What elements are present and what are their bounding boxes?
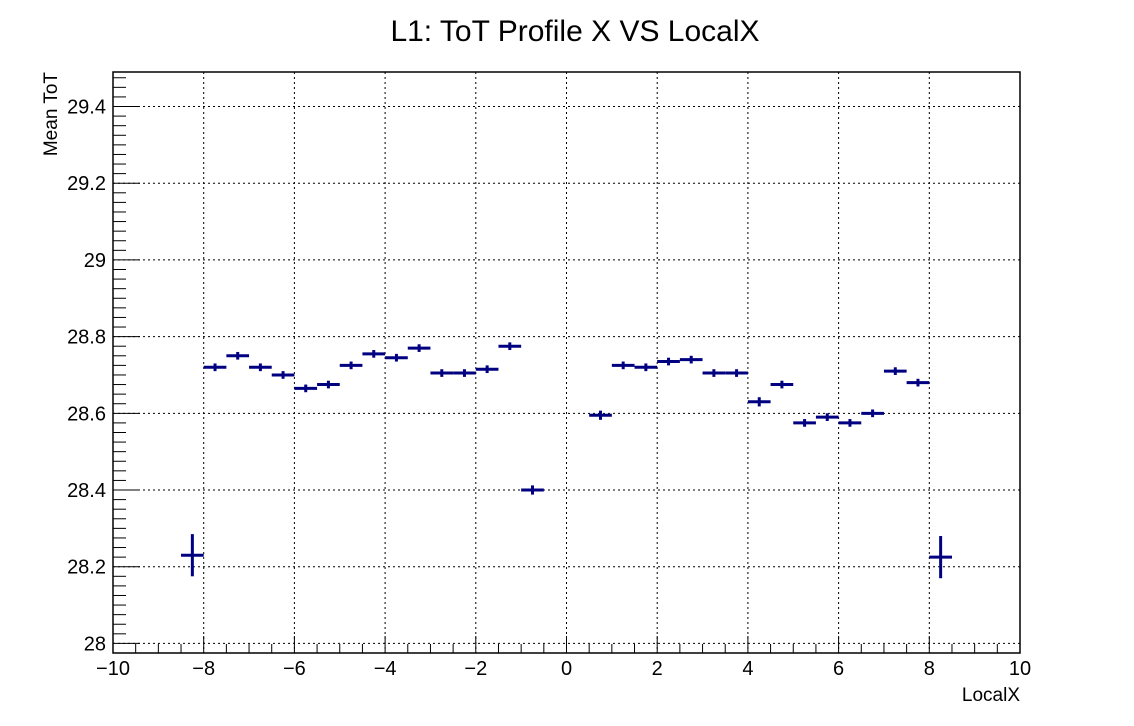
y-tick-label: 28.2 <box>67 557 106 579</box>
profile-point <box>317 380 340 389</box>
x-tick-label: −2 <box>464 658 487 680</box>
y-tick-label: 28.6 <box>67 403 106 425</box>
profile-point <box>203 363 227 372</box>
y-tick-label: 28 <box>84 633 106 655</box>
y-tick-label: 29.2 <box>67 173 106 195</box>
profile-point <box>793 419 816 427</box>
axis-ticks <box>112 77 1021 654</box>
profile-point <box>906 378 930 387</box>
profile-point <box>657 357 680 366</box>
profile-point <box>226 351 250 360</box>
x-tick-label: 2 <box>652 658 663 680</box>
x-axis-label: LocalX <box>962 685 1020 706</box>
chart-title: L1: ToT Profile X VS LocalX <box>390 15 759 48</box>
x-tick-label: 0 <box>561 658 572 680</box>
y-axis-label: Mean ToT <box>41 72 62 157</box>
profile-point <box>929 536 952 579</box>
grid-lines <box>113 72 1020 653</box>
x-tick-label: 8 <box>924 658 935 680</box>
tick-labels: −10 −8 −6 −4 −2 0 2 4 6 8 10 28 28.2 28.4 28.6 28.8 29 29… <box>67 97 1031 680</box>
profile-point <box>589 410 612 420</box>
profile-point <box>815 413 839 421</box>
y-tick-label: 28.4 <box>67 480 106 502</box>
x-tick-label: −10 <box>96 658 130 680</box>
profile-point <box>861 409 884 418</box>
profile-point <box>747 397 771 407</box>
profile-point <box>475 365 499 374</box>
profile-point <box>181 534 204 577</box>
y-tick-label: 28.8 <box>67 327 106 349</box>
x-tick-label: 4 <box>742 658 753 680</box>
y-tick-label: 29.4 <box>67 97 106 119</box>
profile-point <box>725 369 748 377</box>
profile-point <box>294 384 318 393</box>
profile-point <box>679 355 703 364</box>
profile-point <box>453 369 476 377</box>
profile-point <box>362 350 386 358</box>
profile-point <box>634 363 658 372</box>
profile-point <box>430 369 454 377</box>
profile-point <box>702 369 726 377</box>
profile-point <box>883 367 907 375</box>
profile-point <box>407 344 431 352</box>
profile-point <box>339 361 363 370</box>
x-tick-label: 10 <box>1009 658 1031 680</box>
x-tick-label: 6 <box>833 658 844 680</box>
profile-point <box>249 363 272 372</box>
profile-point <box>611 361 635 370</box>
x-tick-label: −8 <box>192 658 215 680</box>
data-points <box>181 342 952 579</box>
x-tick-label: −6 <box>283 658 306 680</box>
x-tick-label: −4 <box>374 658 397 680</box>
profile-point <box>838 419 862 427</box>
profile-point <box>271 371 295 379</box>
profile-point <box>498 342 522 351</box>
profile-point <box>385 353 408 362</box>
profile-point <box>521 485 544 495</box>
plot-frame <box>112 71 1021 654</box>
y-tick-label: 29 <box>84 250 106 272</box>
profile-point <box>770 380 794 389</box>
